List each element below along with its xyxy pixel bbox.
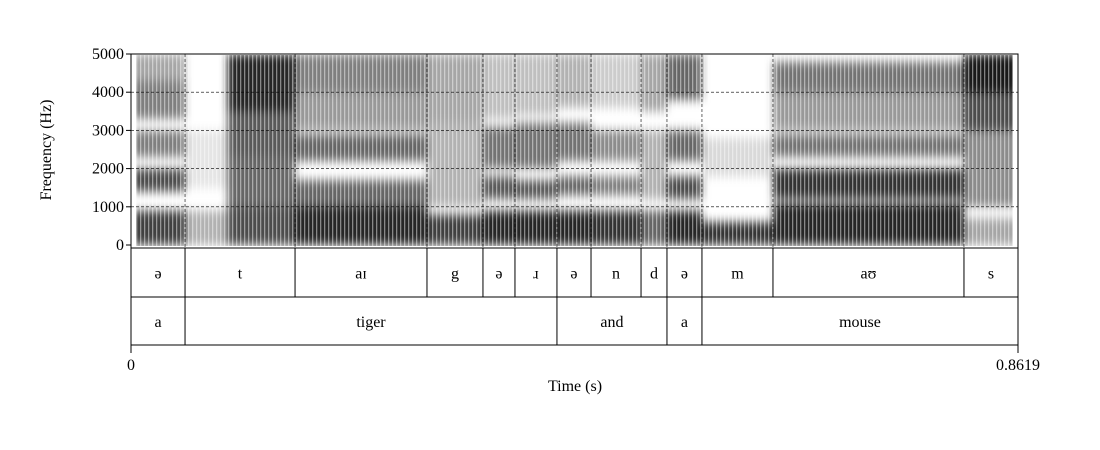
phone-label: aɪ	[355, 266, 367, 283]
phone-label: g	[451, 266, 459, 283]
phone-label: ɹ	[533, 266, 539, 283]
phone-label: ə	[154, 266, 161, 283]
x-tick-label-start: 0	[127, 357, 135, 374]
phone-label: m	[731, 266, 744, 283]
textgrid-tiers: ə t aɪ g ə ɹ ə n d ə m aʊ s a tiger and a mouse	[130, 247, 1019, 346]
phone-label: t	[238, 266, 243, 283]
x-tick-label-end: 0.8619	[996, 357, 1040, 374]
tier-2-frame	[130, 296, 1019, 346]
phone-label: ə	[570, 266, 577, 283]
spectrogram-image	[136, 55, 1013, 246]
word-label: a	[154, 314, 161, 331]
y-tick-label: 4000	[92, 84, 124, 101]
phone-label: aʊ	[861, 266, 877, 283]
word-label: tiger	[356, 314, 386, 331]
phone-label: ə	[495, 266, 502, 283]
y-tick-label: 1000	[92, 199, 124, 216]
axes: Frequency (Hz) Time (s) 0 0.8619	[38, 100, 1040, 395]
x-axis-label: Time (s)	[548, 378, 602, 395]
y-axis-label: Frequency (Hz)	[38, 100, 55, 201]
word-label: and	[600, 314, 623, 331]
phone-label: d	[650, 266, 658, 283]
y-tick-label: 2000	[92, 161, 124, 178]
voicing-striations	[136, 55, 1013, 246]
phone-label: n	[612, 266, 620, 283]
y-tick-label: 5000	[92, 46, 124, 63]
y-tick-label: 0	[116, 237, 124, 254]
y-tick-label: 3000	[92, 122, 124, 139]
phone-label: ə	[681, 266, 688, 283]
grid-lines	[131, 54, 1018, 248]
word-label: mouse	[839, 314, 881, 331]
plot-frame: 0 1000 2000 3000 4000 5000	[92, 46, 1019, 353]
phone-label: s	[988, 266, 994, 283]
word-label: a	[681, 314, 688, 331]
